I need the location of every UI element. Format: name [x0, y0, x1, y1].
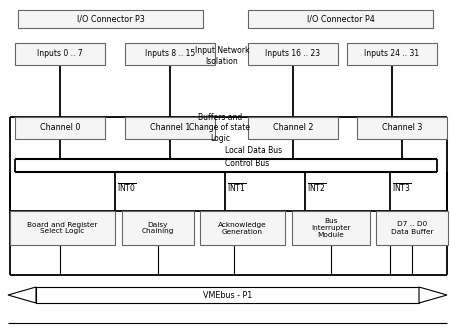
Bar: [375, 211, 447, 245]
Text: $\overline{\mathrm{INT2}}$: $\overline{\mathrm{INT2}}$: [306, 182, 326, 194]
Bar: [125, 117, 215, 139]
Text: Buffers and
Change of state
Logic: Buffers and Change of state Logic: [189, 113, 250, 143]
Bar: [15, 43, 105, 65]
Polygon shape: [8, 287, 36, 303]
Text: Bus
Interrupter
Module: Bus Interrupter Module: [310, 218, 350, 238]
Text: Inputs 0 .. 7: Inputs 0 .. 7: [37, 50, 83, 59]
Text: Inputs 24 .. 31: Inputs 24 .. 31: [364, 50, 419, 59]
Bar: [15, 117, 105, 139]
Bar: [356, 117, 446, 139]
Text: Channel 3: Channel 3: [381, 124, 421, 133]
Polygon shape: [418, 287, 446, 303]
Text: $\overline{\mathrm{INT3}}$: $\overline{\mathrm{INT3}}$: [391, 182, 410, 194]
Bar: [248, 117, 337, 139]
Text: Daisy
Chaining: Daisy Chaining: [142, 221, 174, 234]
Text: Channel 0: Channel 0: [40, 124, 80, 133]
Text: Channel 2: Channel 2: [272, 124, 313, 133]
Text: Input Network
Isolation: Input Network Isolation: [194, 46, 249, 66]
Bar: [10, 211, 115, 245]
Bar: [248, 10, 432, 28]
Text: $\overline{\mathrm{INT0}}$: $\overline{\mathrm{INT0}}$: [117, 182, 136, 194]
Bar: [248, 43, 337, 65]
Text: I/O Connector P3: I/O Connector P3: [77, 14, 144, 23]
Bar: [36, 287, 418, 303]
Text: VMEbus - P1: VMEbus - P1: [202, 290, 252, 299]
Bar: [199, 211, 285, 245]
Text: Control Bus: Control Bus: [225, 159, 269, 168]
Text: Acknowledge
Generation: Acknowledge Generation: [218, 221, 266, 234]
Text: D7 .. D0
Data Buffer: D7 .. D0 Data Buffer: [390, 221, 433, 234]
Bar: [125, 43, 215, 65]
Text: Inputs 16 .. 23: Inputs 16 .. 23: [265, 50, 320, 59]
Text: Inputs 8 .. 15: Inputs 8 .. 15: [145, 50, 195, 59]
Bar: [346, 43, 436, 65]
Text: Local Data Bus: Local Data Bus: [225, 146, 281, 155]
Text: $\overline{\mathrm{INT1}}$: $\overline{\mathrm{INT1}}$: [226, 182, 246, 194]
Bar: [291, 211, 369, 245]
Bar: [18, 10, 202, 28]
Text: Channel 1: Channel 1: [149, 124, 190, 133]
Text: I/O Connector P4: I/O Connector P4: [306, 14, 373, 23]
Text: Board and Register
Select Logic: Board and Register Select Logic: [27, 221, 97, 234]
Bar: [122, 211, 193, 245]
